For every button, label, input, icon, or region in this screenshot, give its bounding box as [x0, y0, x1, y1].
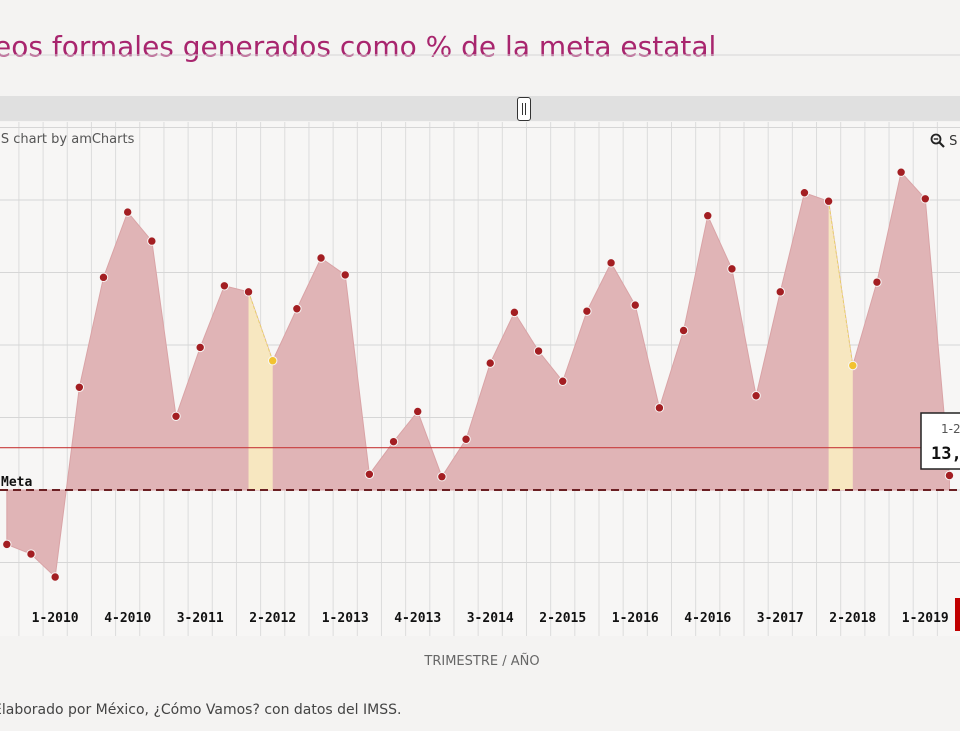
highlight-segment: [828, 201, 853, 491]
data-point: [582, 306, 592, 316]
x-tick-label: 1-2019: [902, 611, 949, 626]
magnifier-icon: [930, 133, 945, 148]
data-point: [799, 188, 810, 198]
value-tooltip: [920, 412, 960, 470]
data-point: [340, 270, 350, 280]
data-point: [558, 376, 568, 386]
data-point: [606, 258, 616, 268]
data-point: [388, 436, 399, 447]
meta-label: Meta: [1, 475, 32, 490]
data-point: [775, 287, 785, 297]
chart-credit[interactable]: JS chart by amCharts: [0, 132, 135, 147]
x-tick-label: 3-2011: [177, 611, 224, 626]
chart-scrollbar[interactable]: [0, 96, 960, 121]
data-point: [364, 469, 375, 479]
legend-marker: [955, 598, 960, 631]
x-axis-title: TRIMESTRE / AÑO: [424, 654, 540, 669]
x-tick-label: 4-2010: [104, 611, 151, 626]
data-point: [171, 411, 181, 421]
x-tick-label: 1-2010: [32, 611, 79, 626]
data-point: [2, 539, 12, 550]
data-point: [413, 406, 423, 417]
x-tick-label: 4-2013: [394, 611, 441, 626]
x-tick-label: 1-2016: [612, 611, 659, 626]
data-point: [654, 403, 665, 413]
data-point: [195, 342, 205, 353]
data-point: [509, 307, 520, 318]
data-point: [630, 300, 640, 310]
data-point: [461, 434, 471, 444]
data-point: [751, 391, 761, 401]
data-point: [26, 549, 36, 559]
scrollbar-grip-handle[interactable]: [517, 97, 531, 121]
data-point: [727, 264, 737, 274]
data-point: [485, 358, 495, 368]
data-point: [50, 572, 60, 582]
data-point: [316, 253, 326, 263]
data-point: [872, 277, 882, 287]
data-point: [243, 287, 254, 297]
highlight-segment-line: [248, 291, 274, 361]
data-point: [533, 346, 544, 356]
data-point: [268, 356, 278, 366]
data-point: [920, 194, 930, 204]
source-note: Elaborado por México, ¿Cómo Vamos? con d…: [0, 702, 402, 718]
data-point: [122, 207, 133, 217]
x-tick-label: 2-2012: [249, 611, 296, 626]
highlight-segment-line: [828, 201, 854, 366]
data-point: [678, 325, 689, 336]
x-tick-label: 2-2018: [829, 611, 876, 626]
data-point: [219, 281, 230, 291]
highlight-segment: [248, 291, 273, 490]
zoom-label: S: [949, 134, 958, 149]
x-tick-label: 3-2017: [757, 611, 804, 626]
chart-title: eos formales generados como % de la meta…: [0, 30, 717, 63]
x-tick-label: 1-2013: [322, 611, 369, 626]
x-tick-label: 3-2014: [467, 611, 514, 626]
data-point: [848, 360, 858, 371]
data-point: [437, 472, 447, 482]
tooltip-value: 13,: [931, 444, 960, 464]
data-point: [74, 382, 85, 392]
data-point: [944, 470, 955, 481]
data-point: [896, 167, 906, 177]
data-point: [823, 196, 834, 206]
tooltip-date: 1-2: [941, 422, 960, 436]
x-tick-label: 2-2015: [539, 611, 586, 626]
data-point: [147, 236, 157, 246]
x-tick-label: 4-2016: [684, 611, 731, 626]
data-point: [292, 304, 302, 314]
data-point: [98, 272, 109, 283]
zoom-out-button[interactable]: S: [930, 133, 957, 149]
data-point: [703, 211, 713, 221]
